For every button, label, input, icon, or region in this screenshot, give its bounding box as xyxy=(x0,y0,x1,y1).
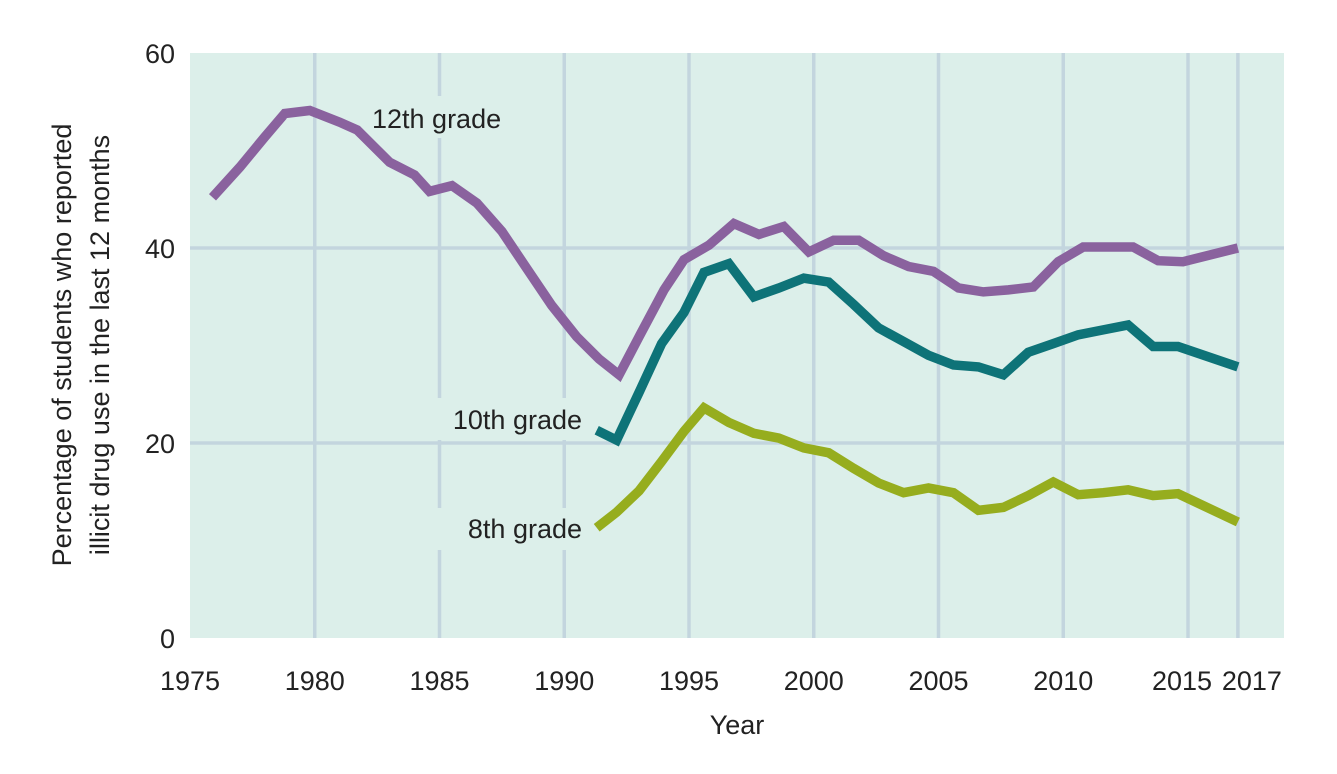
y-tick-label-20: 20 xyxy=(145,429,175,459)
x-axis-title: Year xyxy=(710,710,765,740)
x-tick-label-2000: 2000 xyxy=(784,666,844,696)
series-label-8th-grade: 8th grade xyxy=(468,514,582,544)
series-line-10th-grade xyxy=(594,257,1240,447)
y-tick-label-40: 40 xyxy=(145,234,175,264)
x-tick-label-2015: 2015 xyxy=(1152,666,1212,696)
series-line-12th-grade xyxy=(208,105,1240,383)
plot-background xyxy=(190,53,1284,638)
series-label-12th-grade: 12th grade xyxy=(372,104,501,134)
label-bg-8th xyxy=(435,508,587,550)
series-lines xyxy=(208,105,1240,532)
y-tick-label-0: 0 xyxy=(160,624,175,654)
x-tick-label-1990: 1990 xyxy=(534,666,594,696)
x-tick-label-1995: 1995 xyxy=(659,666,719,696)
x-tick-label-1980: 1980 xyxy=(285,666,345,696)
label-bg-12th xyxy=(362,96,532,138)
y-axis-tick-labels: 0 20 40 60 xyxy=(145,39,175,654)
series-labels: 12th grade 10th grade 8th grade xyxy=(372,104,582,544)
y-axis-title-line-1: Percentage of students who reported xyxy=(47,124,77,567)
x-tick-label-2005: 2005 xyxy=(908,666,968,696)
y-tick-label-60: 60 xyxy=(145,39,175,69)
x-tick-label-1985: 1985 xyxy=(409,666,469,696)
label-backgrounds xyxy=(362,96,588,550)
label-bg-10th xyxy=(420,398,588,440)
x-tick-label-1975: 1975 xyxy=(160,666,220,696)
y-axis-title: Percentage of students who reported illi… xyxy=(47,124,115,567)
series-line-8th-grade xyxy=(593,401,1240,532)
x-tick-label-2010: 2010 xyxy=(1033,666,1093,696)
series-label-10th-grade: 10th grade xyxy=(453,405,582,435)
y-axis-title-line-2: illicit drug use in the last 12 months xyxy=(85,135,115,555)
x-axis-tick-labels: 1975 1980 1985 1990 1995 2000 2005 2010 2015 2017 xyxy=(160,666,1282,696)
vertical-gridlines xyxy=(313,53,1240,638)
x-tick-label-2017: 2017 xyxy=(1222,666,1282,696)
